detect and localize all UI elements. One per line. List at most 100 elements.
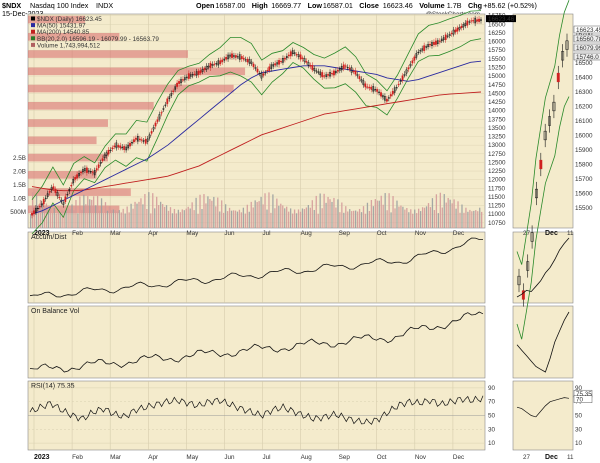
- candle-body: [466, 20, 469, 26]
- volume-bar: [256, 202, 258, 228]
- volume-bar: [459, 212, 461, 228]
- volume-bar: [329, 199, 331, 228]
- price-tick-label: 12250: [488, 168, 506, 175]
- volume-bar: [315, 195, 317, 228]
- obv-label: On Balance Vol: [31, 308, 80, 315]
- volume-bar: [366, 202, 369, 228]
- volume-tick-label: 500M: [10, 209, 26, 216]
- candle-body: [197, 70, 200, 75]
- candle-body: [191, 74, 194, 76]
- candle-body: [64, 196, 67, 202]
- candle-body: [66, 194, 69, 196]
- candle-body: [131, 142, 133, 144]
- volume-bar: [98, 210, 101, 228]
- price-tick-label: 15250: [488, 65, 506, 72]
- volume-bar: [404, 209, 406, 228]
- candle-body: [378, 91, 380, 94]
- volume-bar: [140, 198, 142, 228]
- candle-body: [419, 50, 422, 52]
- candle-body: [148, 134, 151, 138]
- candle-body: [446, 35, 449, 37]
- candle-body: [280, 60, 282, 62]
- candle-body: [201, 69, 204, 72]
- candle-body: [40, 203, 43, 206]
- inset-rsi-label: 75.35: [576, 391, 592, 398]
- volume-bar: [177, 209, 180, 228]
- volume-bar: [307, 205, 310, 228]
- candle-body: [182, 79, 184, 81]
- volume-bar: [183, 210, 185, 228]
- volume-bar: [400, 205, 402, 228]
- inset-price-tick: 16100: [575, 118, 593, 125]
- candle-body: [478, 18, 480, 22]
- inset-candle-body: [561, 51, 565, 61]
- candle-body: [299, 54, 302, 60]
- candle-body: [297, 54, 300, 58]
- volume-bar: [427, 203, 430, 228]
- candle-body: [331, 73, 333, 75]
- candle-body: [74, 176, 77, 180]
- price-tick-label: 12500: [488, 159, 506, 166]
- inset-price-tick: 15900: [575, 147, 593, 154]
- volume-bar: [368, 210, 371, 228]
- volume-bar: [30, 214, 32, 228]
- candle-body: [250, 61, 253, 64]
- price-tick-label: 10750: [488, 220, 506, 227]
- volume-bar: [116, 211, 118, 228]
- candle-body: [31, 212, 33, 216]
- inset-candle-body: [565, 40, 569, 50]
- price-tick-label: 11250: [488, 203, 506, 210]
- volume-bar: [481, 211, 483, 228]
- price-tick-label: 13000: [488, 142, 506, 149]
- candle-body: [456, 27, 459, 32]
- x-tick-label-bottom: May: [186, 454, 199, 461]
- inset-accum-dist-line: [516, 237, 570, 298]
- volume-bar: [91, 199, 93, 228]
- candle-body: [60, 199, 63, 202]
- volume-bar: [293, 209, 296, 228]
- candle-body: [270, 64, 273, 69]
- volume-bar: [193, 210, 195, 228]
- inset-candle-body: [548, 116, 551, 126]
- candle-body: [293, 52, 296, 54]
- volume-bar: [410, 209, 412, 228]
- candle-body: [58, 197, 61, 199]
- volume-bar: [112, 209, 115, 228]
- inset-candle-body: [539, 159, 543, 170]
- volume-bar: [467, 211, 469, 228]
- volume-bar: [94, 205, 97, 228]
- accum-dist-label: Accum/Dist: [31, 234, 66, 241]
- volume-bar: [390, 212, 392, 228]
- volume-bar: [374, 199, 376, 228]
- inset-price-box: [573, 34, 600, 43]
- candle-body: [136, 136, 139, 142]
- volume-bar: [179, 212, 181, 228]
- candle-body: [393, 87, 396, 93]
- candle-body: [423, 45, 426, 51]
- volume-bar: [159, 201, 162, 228]
- volume-bar: [288, 211, 290, 228]
- volume-bar: [173, 208, 176, 228]
- bollinger-lower-line: [31, 38, 482, 235]
- x-tick-label: Nov: [415, 230, 427, 237]
- candle-body: [219, 60, 222, 64]
- x-tick-label: May: [186, 230, 199, 237]
- volume-bar: [382, 204, 384, 228]
- candle-body: [107, 149, 110, 155]
- x-tick-label: Dec: [453, 230, 464, 237]
- volume-bar: [195, 197, 197, 228]
- inset-price-tick: 16400: [575, 75, 593, 82]
- accum-dist-panel: [27, 231, 486, 304]
- candle-body: [115, 142, 118, 149]
- header-high-value: 16669.77: [271, 1, 301, 10]
- candle-body: [307, 62, 310, 66]
- candle-body: [193, 73, 196, 75]
- candle-body: [78, 173, 80, 176]
- volume-bar: [81, 209, 83, 228]
- volume-bar: [85, 204, 87, 228]
- volume-bar: [100, 198, 103, 228]
- inset-price-tick: 15800: [575, 162, 593, 169]
- candle-body: [376, 89, 378, 92]
- volume-bar: [191, 202, 193, 228]
- volume-bar: [55, 213, 57, 228]
